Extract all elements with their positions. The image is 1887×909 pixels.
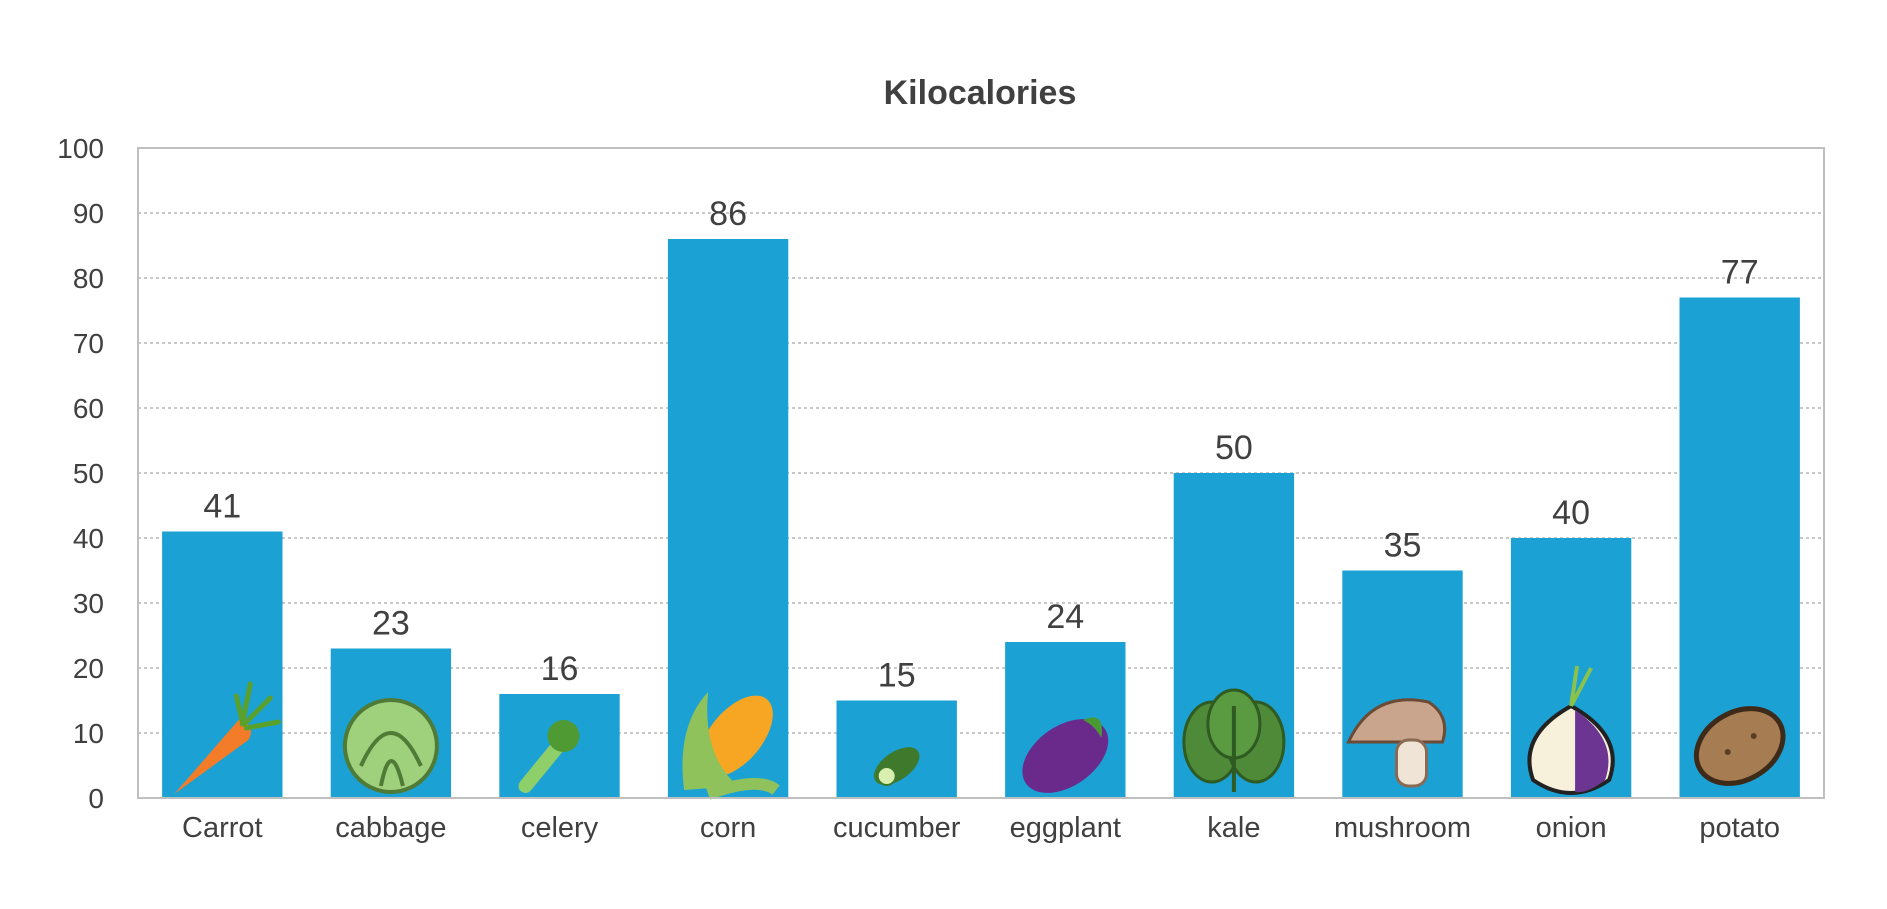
potato-icon [1693,706,1786,786]
data-label: 50 [1215,429,1253,467]
category-label: potato [1699,812,1780,844]
y-tick-label: 100 [57,133,104,164]
celery-icon [518,720,580,793]
data-label: 86 [709,195,747,233]
y-tick-label: 30 [73,588,104,619]
y-tick-label: 0 [88,783,104,814]
y-tick-label: 20 [73,653,104,684]
vegetable-icons [174,665,1786,800]
y-tick-label: 90 [73,198,104,229]
data-label: 35 [1384,527,1422,565]
cabbage-icon [342,698,439,794]
category-label: Carrot [182,812,263,844]
y-tick-label: 10 [73,718,104,749]
data-label: 24 [1046,598,1084,636]
category-label: mushroom [1334,812,1471,844]
chart-title: Kilocalories [884,74,1077,112]
data-label: 41 [203,488,241,526]
y-axis-ticks: 0 10 20 30 40 50 60 70 80 90 100 [57,133,104,814]
category-label: cabbage [335,812,446,844]
category-label: onion [1536,812,1607,844]
mushroom-icon [1346,698,1447,788]
corn-icon [682,692,780,800]
category-label: kale [1207,812,1260,844]
plot-frame [137,147,1825,799]
y-tick-label: 50 [73,458,104,489]
data-label: 40 [1552,494,1590,532]
kale-icon [1182,688,1286,792]
data-label: 16 [541,650,579,688]
category-label: celery [521,812,599,844]
category-label: cucumber [833,812,961,844]
eggplant-icon [1022,717,1109,793]
bar-cucumber [836,700,957,798]
data-label: 23 [372,605,410,643]
carrot-icon [174,681,281,794]
cucumber-icon [873,747,920,786]
y-tick-label: 60 [73,393,104,424]
data-label: 15 [878,657,916,695]
onion-icon [1527,665,1615,795]
y-tick-label: 80 [73,263,104,294]
x-axis-categories: Carrot cabbage celery corn cucumber eggplant k… [182,812,1780,844]
category-label: corn [700,812,756,844]
y-tick-label: 40 [73,523,104,554]
y-tick-label: 70 [73,328,104,359]
data-labels: 41 23 16 86 15 24 50 35 40 77 [203,195,1758,695]
category-label: eggplant [1010,812,1121,844]
data-label: 77 [1721,254,1759,292]
